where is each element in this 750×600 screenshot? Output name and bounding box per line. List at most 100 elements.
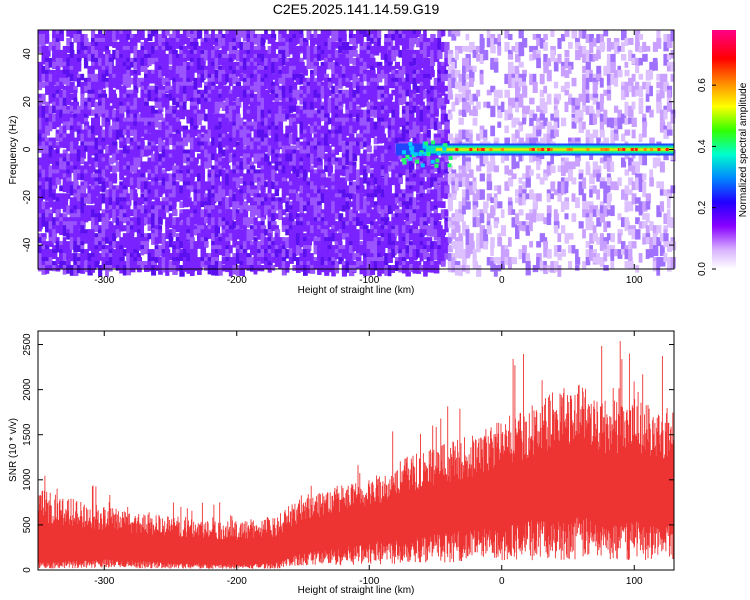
spectrogram-cell — [126, 205, 131, 214]
spectrogram-cell — [55, 33, 60, 40]
spectrogram-cell — [257, 45, 262, 54]
spectrogram-cell — [359, 137, 365, 145]
spectrogram-cell — [232, 117, 237, 124]
spectrogram-cell — [260, 225, 267, 231]
spectrogram-cell — [423, 133, 429, 144]
spectrogram-cell — [211, 225, 216, 234]
spectrogram-cell — [76, 201, 83, 213]
spectrogram-cell — [193, 141, 198, 149]
spectrogram-cell — [313, 217, 320, 224]
spectrogram-cell — [66, 241, 72, 248]
spectrogram-cell — [235, 85, 241, 98]
spectrogram-cell — [154, 197, 161, 206]
spectrogram-cell — [151, 189, 157, 195]
spectrogram-cell — [366, 265, 373, 276]
spectrogram-cell — [433, 189, 439, 197]
spectrogram-cell — [257, 105, 262, 117]
spectrogram-cell — [154, 149, 159, 159]
spectrogram-cell — [278, 197, 284, 204]
spectrogram-cell — [437, 225, 443, 233]
spectrogram-cell — [437, 61, 443, 72]
spectrogram-cell — [221, 129, 228, 138]
spectrogram-cell — [384, 217, 390, 229]
spectrogram-cell — [359, 37, 364, 45]
spectrogram-cell — [225, 61, 230, 69]
spectrogram-cell — [45, 241, 49, 248]
spectrogram-cell — [154, 97, 160, 104]
spectrogram-cell — [76, 185, 81, 192]
spectrogram-cell — [303, 125, 307, 132]
spectrogram-cell — [437, 165, 443, 174]
spectrogram-cell — [161, 37, 166, 45]
spectrogram-cell — [391, 81, 397, 88]
spectrogram-cell — [295, 257, 302, 268]
spectrogram-cell — [38, 157, 43, 168]
spectrogram-cell — [341, 41, 346, 51]
spectrogram-cell — [193, 65, 199, 73]
spectrogram-cell — [246, 85, 252, 92]
spectrogram-cell — [108, 241, 113, 247]
spectrogram-cell — [147, 189, 153, 196]
spectrogram-cell — [66, 81, 71, 89]
spectrogram-cell — [387, 53, 393, 65]
spectrogram-cell — [278, 105, 284, 117]
spectrogram-cell — [87, 109, 93, 116]
spectrogram-cell — [66, 133, 71, 140]
spectrogram-cell — [264, 229, 269, 236]
spectrogram-cell — [260, 41, 265, 48]
spectrogram-cell — [66, 30, 71, 37]
spectrogram-cell — [73, 181, 79, 189]
spectrogram-cell — [55, 133, 61, 141]
spectrogram-cell — [200, 57, 205, 65]
spectrogram-cell — [345, 233, 350, 241]
spectrogram-cell — [387, 65, 394, 73]
spectrogram-cell — [370, 265, 376, 275]
spectrogram-cell — [338, 169, 344, 176]
spectrogram-cell — [221, 265, 228, 272]
spectrogram-cell — [246, 53, 251, 63]
spectrogram-cell — [359, 157, 364, 166]
spectrogram-cell — [352, 221, 357, 230]
spectrogram-cell — [257, 265, 262, 272]
spectrogram-cell — [108, 133, 114, 140]
spectrogram-cell — [426, 73, 432, 80]
spectrogram-cell — [295, 153, 302, 165]
spectrogram-cell — [105, 129, 110, 141]
spectrogram-cell — [324, 121, 329, 134]
spectrogram-cell — [59, 217, 63, 224]
spectrogram-cell — [447, 49, 454, 58]
spectrogram-cell — [228, 141, 234, 153]
spectrogram-cell — [310, 149, 314, 158]
spectrogram-cell — [430, 241, 436, 249]
spectrogram-cell — [221, 113, 228, 122]
spectrogram-cell — [299, 141, 305, 149]
spectrogram-cell — [267, 101, 274, 109]
spectrogram-cell — [147, 105, 153, 114]
spectrogram-cell — [45, 185, 51, 193]
spectrogram-cell — [341, 145, 347, 157]
spectrogram-cell — [179, 57, 185, 69]
spectrogram-cell — [398, 165, 404, 176]
spectrogram-cell — [94, 45, 100, 54]
spectrogram-cell — [232, 41, 236, 49]
spectrogram-cell — [239, 201, 245, 209]
spectrogram-cell — [288, 137, 293, 144]
spectrogram-cell — [45, 101, 51, 110]
spectrogram-cell — [331, 121, 336, 129]
spectrogram-cell — [154, 193, 159, 199]
spectrogram-cell — [193, 241, 198, 248]
spectrogram-cell — [69, 85, 74, 94]
spectrogram-cell — [66, 109, 72, 116]
spectrogram-cell — [59, 193, 65, 199]
spectrogram-cell — [239, 237, 244, 246]
spectrogram-cell — [384, 213, 389, 220]
spectrogram-cell — [112, 261, 117, 268]
spectrogram-cell — [253, 153, 258, 164]
spectrogram-cell — [338, 245, 343, 252]
spectrogram-cell — [423, 30, 427, 37]
spectrogram-cell — [197, 145, 203, 152]
spectrogram-cell — [437, 213, 442, 220]
spectrogram-cell — [345, 125, 351, 132]
spectrogram-cell — [430, 201, 436, 211]
spectrogram-cell — [193, 157, 199, 164]
